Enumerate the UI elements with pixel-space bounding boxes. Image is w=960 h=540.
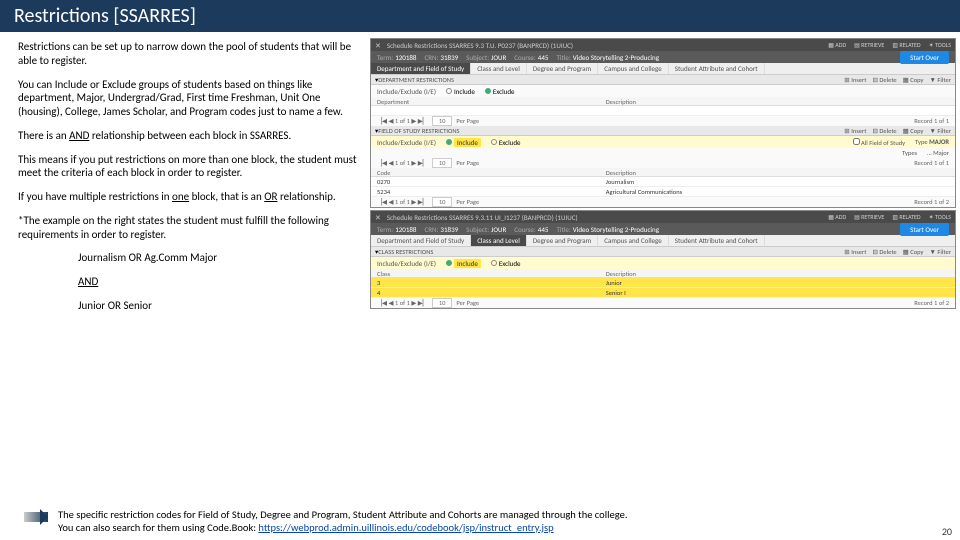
related-button[interactable]: ▥ RELATED: [892, 41, 920, 49]
app2-status: Term:120188 CRN:31839 Subject:JOUR Cours…: [371, 223, 955, 235]
app1-title: Schedule Restrictions SSARRES 9.3 T.U. P…: [387, 41, 573, 50]
example-line-2: AND: [78, 275, 362, 289]
exclude-radio[interactable]: Exclude: [491, 259, 521, 268]
slide-title: Restrictions [SSARRES]: [0, 0, 960, 32]
all-field-checkbox[interactable]: [853, 138, 860, 145]
dept-include-exclude: Include/Exclude (I/E) Include Exclude: [371, 85, 955, 97]
dept-pager: ▕◀ ◀ 1 of 1 ▶ ▶▏ 10 Per Page Record 1 of…: [371, 116, 955, 126]
main-content: Restrictions can be set up to narrow dow…: [0, 32, 960, 323]
include-radio[interactable]: Include: [446, 259, 481, 268]
tab-class-level[interactable]: Class and Level: [471, 63, 527, 74]
para-6: *The example on the right states the stu…: [18, 214, 362, 242]
dept-cols: DepartmentDescription: [371, 97, 955, 106]
app1-header: ✕ Schedule Restrictions SSARRES 9.3 T.U.…: [371, 39, 955, 51]
explanation-text: Restrictions can be set up to narrow dow…: [0, 38, 370, 323]
insert-button[interactable]: ⊞ Insert: [844, 76, 866, 84]
app-window-1: ✕ Schedule Restrictions SSARRES 9.3 T.U.…: [370, 38, 956, 208]
app2-tabs: Department and Field of Study Class and …: [371, 235, 955, 247]
tab-dept-field[interactable]: Department and Field of Study: [371, 63, 471, 74]
tab-dept-field[interactable]: Department and Field of Study: [371, 235, 471, 246]
tab-student-attr[interactable]: Student Attribute and Cohort: [669, 235, 765, 246]
example-line-1: Journalism OR Ag.Comm Major: [78, 251, 362, 265]
tab-campus-college[interactable]: Campus and College: [598, 235, 668, 246]
para-5: If you have multiple restrictions in one…: [18, 190, 362, 204]
screenshot-stack: ✕ Schedule Restrictions SSARRES 9.3 T.U.…: [370, 38, 960, 323]
retrieve-button[interactable]: ▤ RETRIEVE: [854, 41, 884, 49]
app1-header-tools: ▦ ADD ▤ RETRIEVE ▥ RELATED ✶ TOOLS: [828, 41, 951, 49]
exclude-radio[interactable]: Exclude: [485, 87, 515, 96]
field-pager: ▕◀ ◀ 1 of 1 ▶ ▶▏ 10 Per Page Record 1 of…: [371, 197, 955, 207]
table-row[interactable]: 3Junior: [371, 278, 955, 288]
class-include-exclude: Include/Exclude (I/E) Include Exclude: [371, 257, 955, 269]
app1-status: Term:120188 CRN:31839 Subject:JOUR Cours…: [371, 51, 955, 63]
class-cols: ClassDescription: [371, 269, 955, 278]
example-line-3: Junior OR Senior: [78, 299, 362, 313]
tab-campus-college[interactable]: Campus and College: [598, 63, 668, 74]
add-button[interactable]: ▦ ADD: [828, 41, 846, 49]
tab-degree-program[interactable]: Degree and Program: [527, 235, 598, 246]
sect-class-head: ▾ CLASS RESTRICTIONS ⊞ Insert ⊟ Delete ▦…: [371, 247, 955, 257]
para-2: You can Include or Exclude groups of stu…: [18, 78, 362, 119]
codebook-link[interactable]: https://webprod.admin.uillinois.edu/code…: [258, 521, 553, 534]
sect-field-head: ▾ FIELD OF STUDY RESTRICTIONS ⊞ Insert ⊟…: [371, 126, 955, 136]
table-row[interactable]: 5234Agricultural Communications: [371, 187, 955, 197]
close-icon[interactable]: ✕: [375, 213, 381, 222]
tools-button[interactable]: ✶ TOOLS: [929, 41, 951, 49]
include-radio[interactable]: Include: [446, 138, 481, 147]
arrow-icon: [24, 512, 48, 522]
sect-dept-head: ▾ DEPARTMENT RESTRICTIONS ⊞ Insert ⊟ Del…: [371, 75, 955, 85]
para-3: There is an AND relationship between eac…: [18, 129, 362, 143]
para-4: This means if you put restrictions on mo…: [18, 153, 362, 181]
dept-empty-row: [371, 106, 955, 116]
para-1: Restrictions can be set up to narrow dow…: [18, 40, 362, 68]
close-icon[interactable]: ✕: [375, 41, 381, 50]
footer-note: The specific restriction codes for Field…: [24, 508, 946, 534]
delete-button[interactable]: ⊟ Delete: [872, 76, 896, 84]
app1-tabs: Department and Field of Study Class and …: [371, 63, 955, 75]
start-over-button[interactable]: Start Over: [900, 223, 949, 236]
app-window-2: ✕ Schedule Restrictions SSARRES 9.3.11 U…: [370, 210, 956, 309]
start-over-button[interactable]: Start Over: [900, 51, 949, 64]
field-cols: CodeDescription: [371, 168, 955, 177]
page-number: 20: [942, 525, 952, 538]
copy-button[interactable]: ▦ Copy: [903, 76, 924, 84]
exclude-radio[interactable]: Exclude: [491, 138, 521, 147]
field-include-exclude: Include/Exclude (I/E) Include Exclude Al…: [371, 136, 955, 148]
pager-nav[interactable]: ▕◀ ◀ 1 of 1 ▶ ▶▏: [377, 117, 428, 125]
tab-class-level[interactable]: Class and Level: [471, 235, 527, 246]
table-row[interactable]: 0270Journalism: [371, 177, 955, 187]
include-radio[interactable]: Include: [446, 87, 475, 96]
field-types-pager: ▕◀ ◀ 1 of 1 ▶ ▶▏ 10 Per Page Record 1 of…: [371, 158, 955, 168]
class-pager: ▕◀ ◀ 1 of 1 ▶ ▶▏ 10 Per Page Record 1 of…: [371, 298, 955, 308]
filter-button[interactable]: ▼ Filter: [930, 76, 951, 84]
tab-student-attr[interactable]: Student Attribute and Cohort: [669, 63, 765, 74]
tab-degree-program[interactable]: Degree and Program: [527, 63, 598, 74]
table-row[interactable]: 4Senior I: [371, 288, 955, 298]
app2-header: ✕ Schedule Restrictions SSARRES 9.3.11 U…: [371, 211, 955, 223]
per-page-select[interactable]: 10: [432, 116, 453, 126]
